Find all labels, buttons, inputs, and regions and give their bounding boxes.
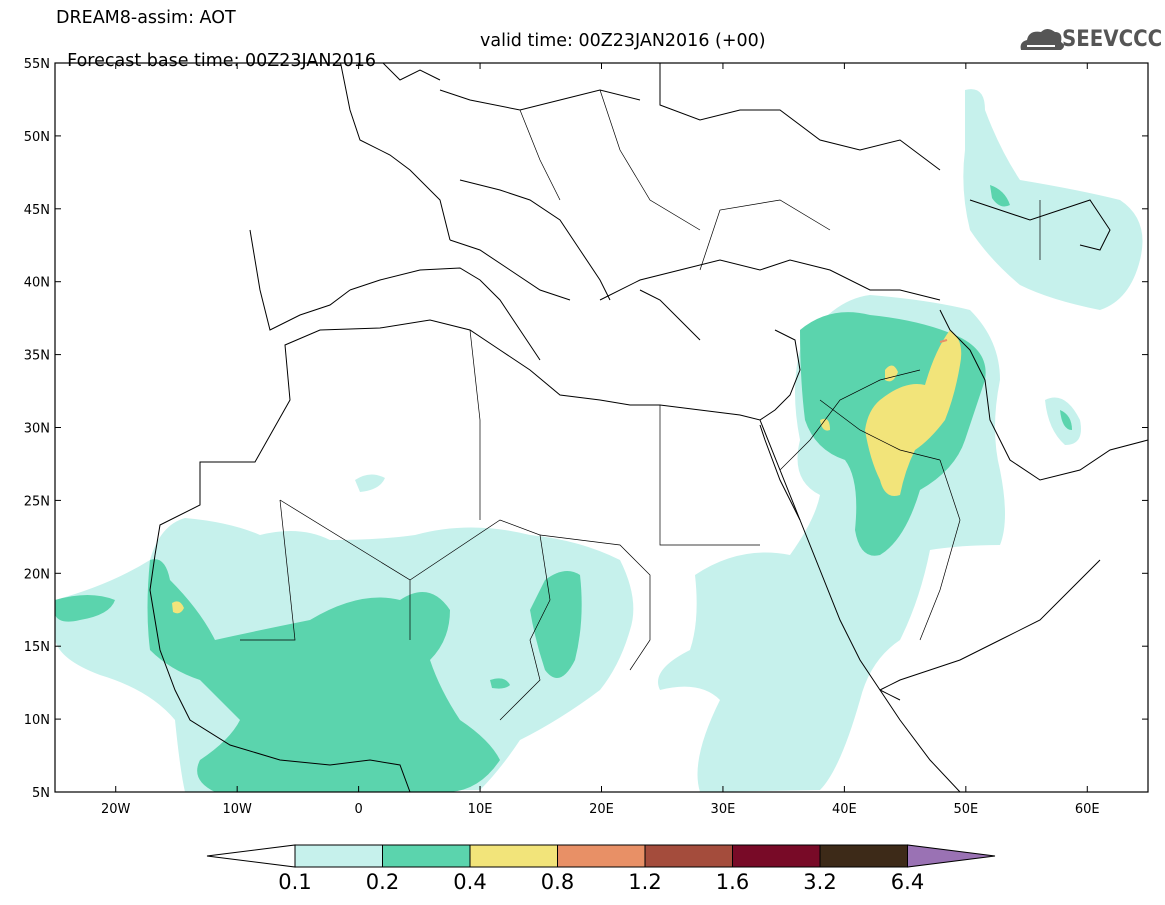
lon-label: 40E xyxy=(832,802,857,817)
colorbar-low-arrow xyxy=(206,844,296,868)
lon-label: 10W xyxy=(222,802,252,817)
longitude-labels: 20W 10W 0 10E 20E 30E 40E 50E 60E xyxy=(101,802,1100,817)
colorbar-label: 0.1 xyxy=(278,870,312,894)
lon-label: 20W xyxy=(101,802,131,817)
lat-label: 50N xyxy=(24,130,50,145)
lat-label: 35N xyxy=(24,349,50,364)
aot-shading xyxy=(55,89,1143,792)
coastlines xyxy=(149,63,1148,792)
colorbar-label: 3.2 xyxy=(803,870,837,894)
valid-time: valid time: 00Z23JAN2016 (+00) xyxy=(480,31,766,51)
colorbar-label: 1.6 xyxy=(715,870,750,894)
colorbar-swatch xyxy=(294,844,383,868)
lat-label: 15N xyxy=(24,640,50,655)
colorbar-label: 6.4 xyxy=(890,870,925,894)
colorbar-label: 0.2 xyxy=(365,870,400,894)
borders xyxy=(240,89,1041,721)
colorbar-high-arrow xyxy=(907,844,996,868)
colorbar-swatch xyxy=(557,844,646,868)
lon-label: 0 xyxy=(354,802,362,817)
lat-label: 55N xyxy=(24,57,50,72)
colorbar xyxy=(206,844,996,868)
lat-label: 30N xyxy=(24,422,50,437)
lon-label: 10E xyxy=(468,802,493,817)
lat-label: 20N xyxy=(24,567,50,582)
lon-label: 20E xyxy=(589,802,614,817)
colorbar-swatch xyxy=(732,844,821,868)
colorbar-swatch xyxy=(469,844,558,868)
colorbar-swatch xyxy=(819,844,908,868)
lat-label: 45N xyxy=(24,203,50,218)
lon-label: 30E xyxy=(711,802,736,817)
base-time: Forecast base time: 00Z23JAN2016 xyxy=(67,51,377,71)
lon-label: 60E xyxy=(1075,802,1100,817)
latitude-labels: 55N 50N 45N 40N 35N 30N 25N 20N 15N 10N 5N xyxy=(24,57,50,801)
lon-label: 50E xyxy=(953,802,978,817)
forecast-times: Forecast base time: 00Z23JAN2016 valid t… xyxy=(56,31,765,91)
colorbar-swatch xyxy=(644,844,733,868)
colorbar-label: 1.2 xyxy=(628,870,662,894)
seevccc-logo: SEEVCCC xyxy=(1062,27,1163,52)
axis-ticks xyxy=(55,62,1148,793)
colorbar-swatch xyxy=(382,844,471,868)
lat-label: 5N xyxy=(32,786,50,801)
colorbar-label: 0.4 xyxy=(453,870,487,894)
lat-label: 25N xyxy=(24,494,50,509)
cloud-icon xyxy=(1020,29,1064,50)
lat-label: 10N xyxy=(24,713,50,728)
map-title: DREAM8-assim: AOT xyxy=(56,8,236,28)
colorbar-label: 0.8 xyxy=(540,870,575,894)
lat-label: 40N xyxy=(24,276,50,291)
